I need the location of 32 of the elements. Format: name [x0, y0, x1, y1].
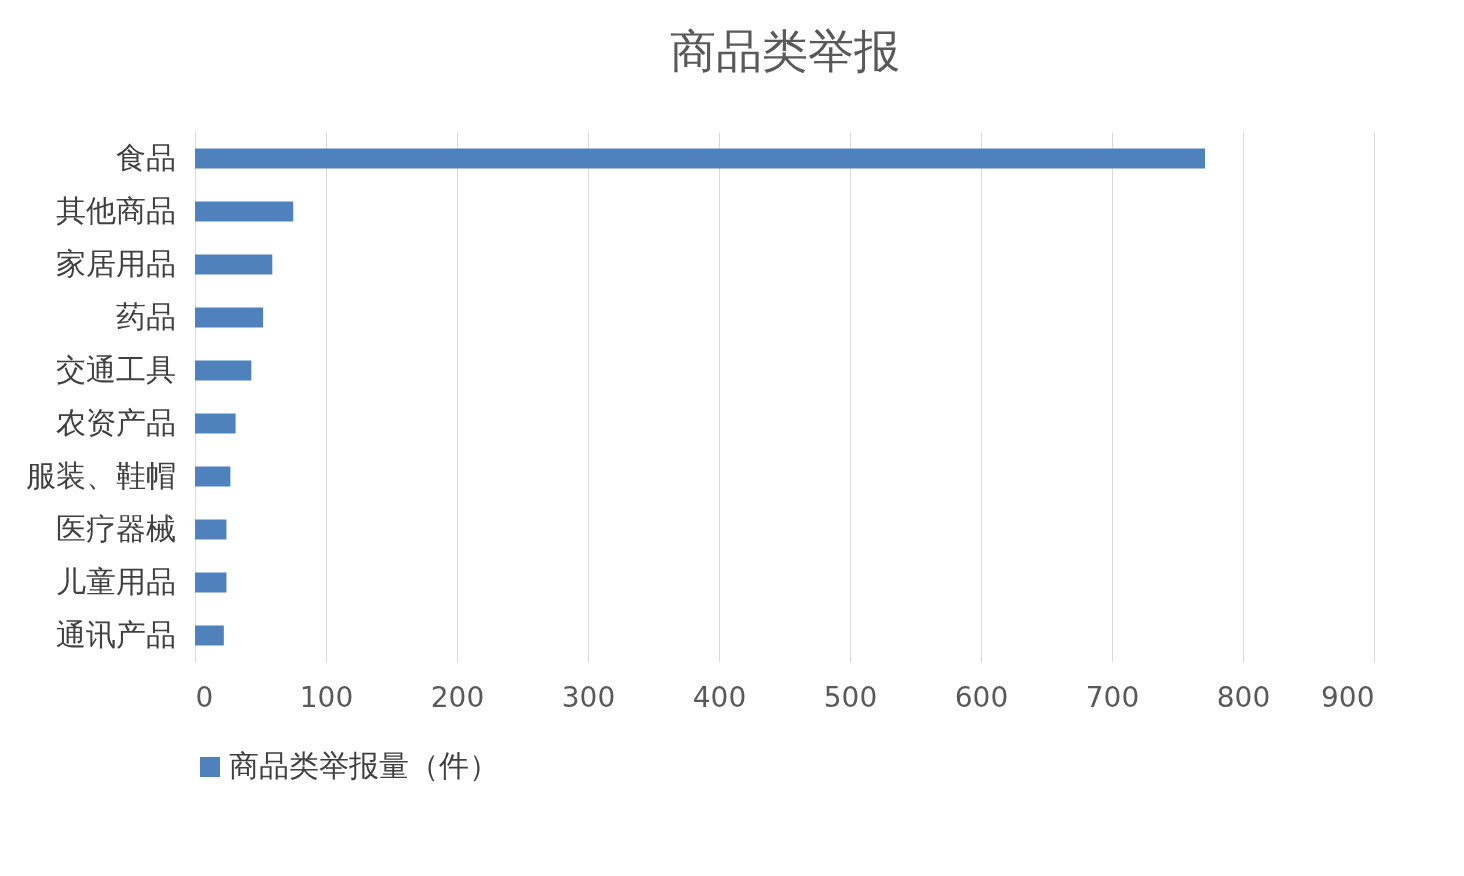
- y-tick-label: 食品: [115, 139, 176, 175]
- x-tick-label: 100: [299, 680, 354, 714]
- y-tick-label: 家居用品: [55, 245, 176, 281]
- x-tick-label: 700: [1085, 680, 1140, 714]
- bar: [195, 519, 227, 540]
- bar: [195, 466, 231, 487]
- bar: [195, 307, 264, 328]
- bar: [195, 625, 224, 646]
- bar: [195, 254, 273, 275]
- x-tick-label: 900: [1321, 680, 1375, 714]
- chart-title: 商品类举报: [669, 24, 900, 78]
- bar: [195, 572, 227, 593]
- bar: [195, 360, 252, 381]
- y-tick-label: 服装、鞋帽: [25, 457, 176, 493]
- x-tick-label: 800: [1216, 680, 1271, 714]
- y-tick-label: 交通工具: [55, 351, 176, 387]
- bar: [195, 413, 236, 434]
- y-tick-label: 通讯产品: [55, 616, 176, 652]
- legend-label: 商品类举报量（件）: [229, 748, 499, 783]
- y-tick-label: 药品: [115, 298, 176, 334]
- y-tick-label: 其他商品: [55, 192, 176, 228]
- bar: [195, 201, 294, 222]
- y-tick-label: 农资产品: [55, 404, 176, 440]
- x-tick-label: 300: [561, 680, 616, 714]
- bar: [195, 148, 1206, 169]
- x-tick-label: 600: [954, 680, 1009, 714]
- x-tick-label: 0: [195, 680, 214, 714]
- x-tick-label: 200: [430, 680, 485, 714]
- x-tick-label: 400: [692, 680, 747, 714]
- y-tick-label: 儿童用品: [55, 563, 176, 599]
- x-tick-label: 500: [823, 680, 878, 714]
- y-tick-label: 医疗器械: [55, 510, 176, 546]
